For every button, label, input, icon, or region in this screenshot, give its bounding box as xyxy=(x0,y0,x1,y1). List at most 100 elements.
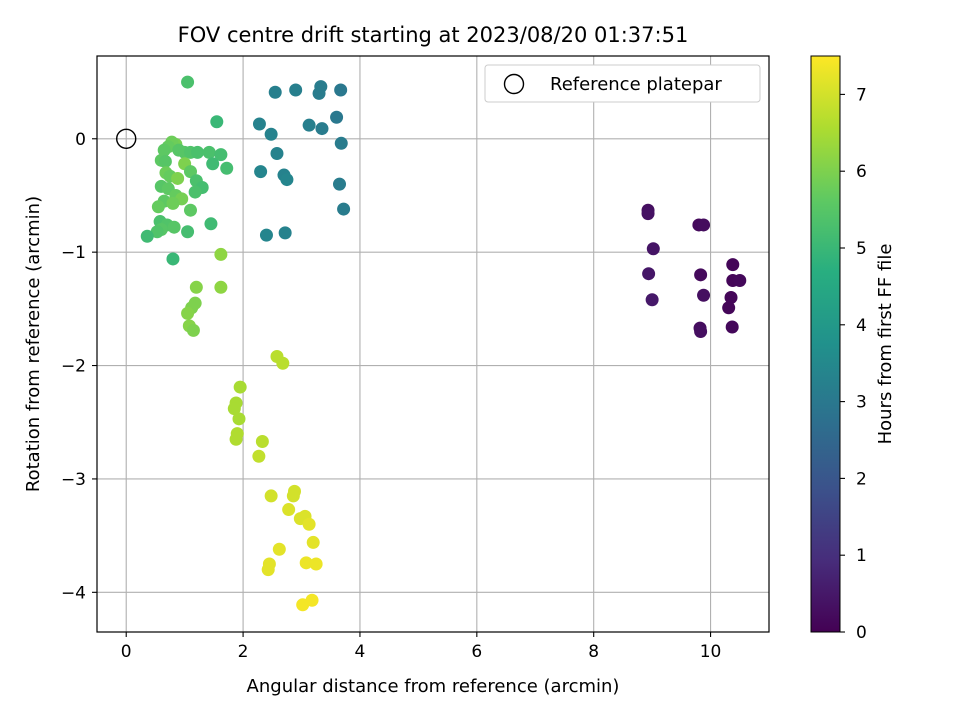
data-point xyxy=(272,542,286,556)
x-tick-label: 0 xyxy=(121,642,132,662)
legend-reference-icon xyxy=(503,73,525,95)
data-point xyxy=(252,449,266,463)
data-point xyxy=(646,242,660,256)
reference-platepar-marker xyxy=(116,128,137,149)
data-point xyxy=(268,85,282,99)
y-tick-label: 0 xyxy=(75,130,86,150)
x-axis-label: Angular distance from reference (arcmin) xyxy=(247,676,620,697)
colorbar-tick-label: 1 xyxy=(856,546,867,566)
data-point xyxy=(227,402,241,416)
data-point xyxy=(280,173,294,187)
colorbar-tick-label: 0 xyxy=(856,623,867,643)
data-point xyxy=(264,489,278,503)
data-point xyxy=(722,301,736,315)
data-point xyxy=(188,185,202,199)
data-point xyxy=(150,225,164,239)
data-point xyxy=(181,225,195,239)
colorbar-ticks: 0 1 2 3 4 5 6 7 xyxy=(840,85,867,643)
x-tick-label: 10 xyxy=(700,642,722,662)
x-tick-label: 6 xyxy=(471,642,482,662)
data-point xyxy=(157,143,171,157)
data-point xyxy=(264,127,278,141)
data-point xyxy=(697,288,711,302)
colorbar-tick-label: 4 xyxy=(856,316,867,336)
data-point xyxy=(189,280,203,294)
data-point xyxy=(337,202,351,216)
data-point xyxy=(233,380,247,394)
data-point xyxy=(171,171,185,185)
grid xyxy=(97,56,769,632)
data-point xyxy=(261,563,275,577)
data-point xyxy=(694,268,708,282)
data-point xyxy=(214,148,228,162)
data-point xyxy=(270,147,284,161)
x-tick-label: 4 xyxy=(355,642,366,662)
data-point xyxy=(315,122,329,136)
data-point xyxy=(645,293,659,307)
colorbar xyxy=(810,55,841,633)
data-point xyxy=(158,154,172,168)
y-tick-label: −4 xyxy=(61,583,86,603)
colorbar-tick-label: 3 xyxy=(856,393,867,413)
data-point xyxy=(724,291,738,305)
data-point xyxy=(276,356,290,370)
data-point xyxy=(334,83,348,97)
legend-box xyxy=(484,64,761,103)
data-point xyxy=(330,110,344,124)
data-point xyxy=(186,323,200,337)
data-point xyxy=(181,75,195,89)
colorbar-tick-label: 6 xyxy=(856,162,867,182)
data-point xyxy=(166,252,180,266)
data-point xyxy=(166,196,180,210)
data-point xyxy=(259,228,273,242)
data-point xyxy=(151,200,165,214)
data-point xyxy=(282,503,296,517)
data-point xyxy=(140,229,154,243)
data-point xyxy=(733,274,747,288)
data-point xyxy=(641,207,655,221)
y-tick-label: −2 xyxy=(61,357,86,377)
colorbar-label: Hours from first FF file xyxy=(875,244,896,445)
y-tick-label: −1 xyxy=(61,243,86,263)
data-point xyxy=(210,115,224,129)
data-point xyxy=(334,136,348,150)
x-axis-ticks: 0 2 4 6 8 10 xyxy=(121,632,722,662)
legend: Reference platepar xyxy=(484,64,761,103)
data-point xyxy=(333,177,347,191)
data-point xyxy=(296,598,310,612)
x-tick-label: 2 xyxy=(238,642,249,662)
data-point xyxy=(309,557,323,571)
data-point xyxy=(302,517,316,531)
data-point xyxy=(289,83,303,97)
data-point xyxy=(306,535,320,549)
data-point xyxy=(299,556,313,570)
y-axis-label: Rotation from reference (arcmin) xyxy=(23,196,44,492)
colorbar-tick-label: 2 xyxy=(856,469,867,489)
data-point xyxy=(725,320,739,334)
data-point xyxy=(220,161,234,175)
data-point xyxy=(202,145,216,159)
x-tick-label: 8 xyxy=(588,642,599,662)
data-point xyxy=(214,247,228,261)
data-point xyxy=(252,117,266,131)
data-point xyxy=(312,86,326,100)
colorbar-tick-label: 7 xyxy=(856,85,867,105)
data-point xyxy=(255,435,269,449)
data-point xyxy=(206,157,220,171)
data-point xyxy=(642,267,656,281)
data-point xyxy=(278,226,292,240)
y-axis-ticks: 0 −1 −2 −3 −4 xyxy=(61,130,97,603)
data-point xyxy=(232,412,246,426)
data-point xyxy=(204,217,218,231)
data-point xyxy=(181,306,195,320)
colorbar-tick-label: 5 xyxy=(856,239,867,259)
plot-frame xyxy=(96,55,770,633)
y-tick-label: −3 xyxy=(61,470,86,490)
data-point xyxy=(286,489,300,503)
data-points xyxy=(140,75,747,612)
data-point xyxy=(214,280,228,294)
data-point xyxy=(191,145,205,159)
data-point xyxy=(167,220,181,234)
chart-title: FOV centre drift starting at 2023/08/20 … xyxy=(178,23,689,47)
